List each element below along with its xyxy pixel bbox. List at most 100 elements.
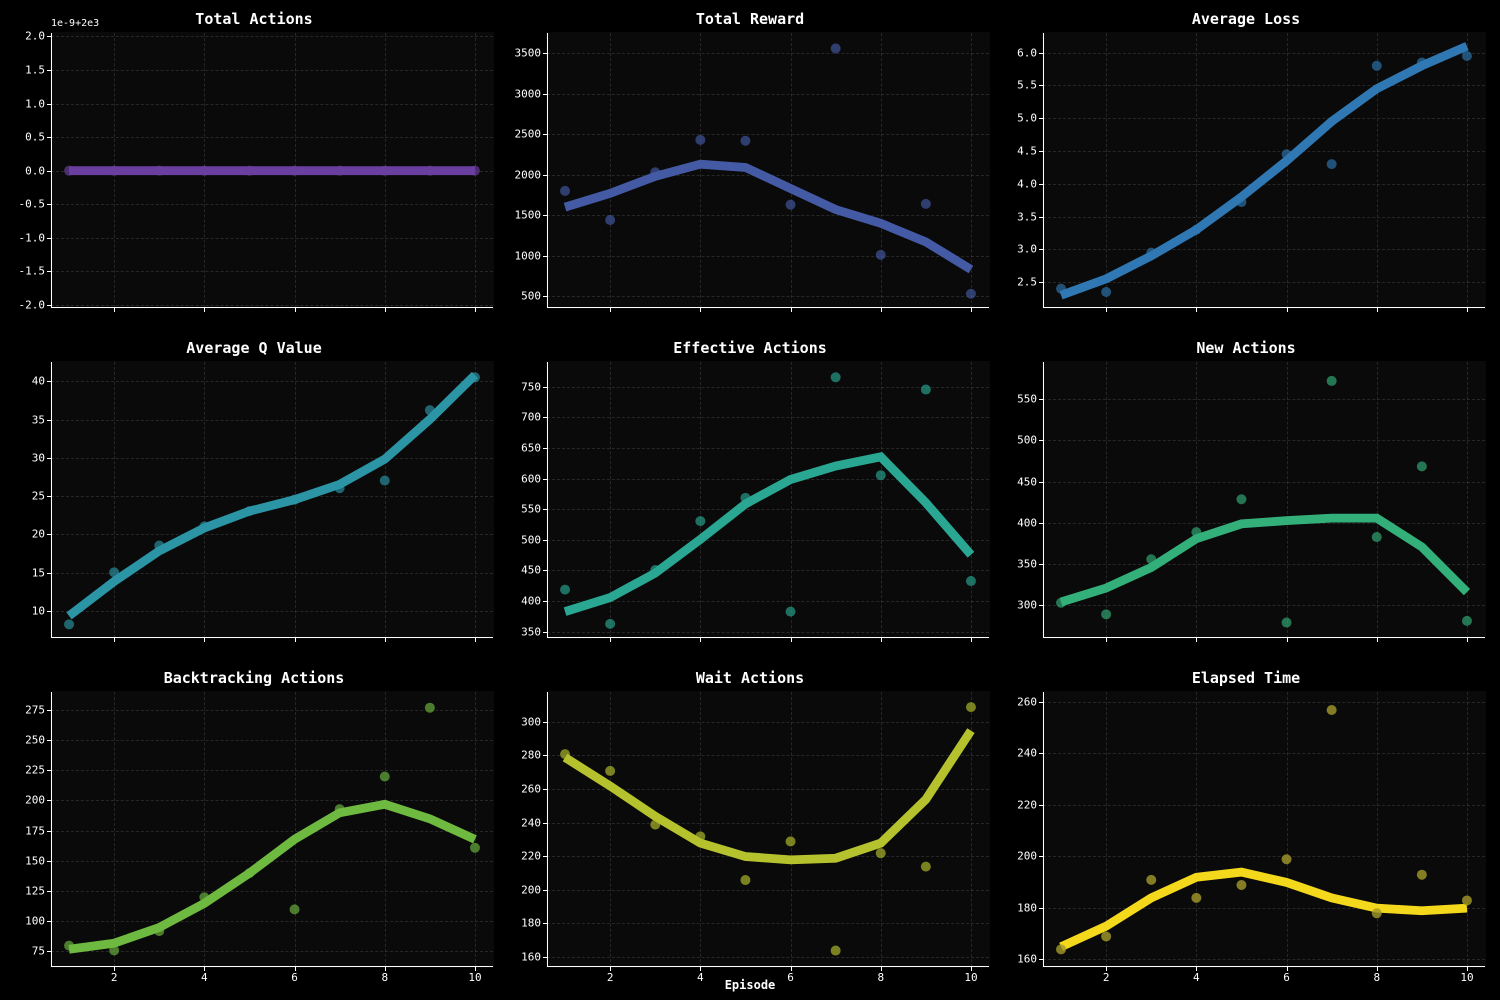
y-tick-label: 2.0 — [25, 30, 51, 43]
y-tick-label: 650 — [521, 441, 547, 454]
data-point — [154, 926, 164, 936]
chart-title: Wait Actions — [502, 665, 998, 691]
tickmark — [971, 308, 972, 312]
y-tick-label: 1500 — [515, 209, 548, 222]
data-point — [470, 166, 480, 176]
data-point — [1191, 225, 1201, 235]
plot-area: 2.53.03.54.04.55.05.56.0 — [1042, 32, 1486, 309]
chart-cell: Backtracking Actions24681075100125150175… — [6, 665, 502, 994]
data-point — [109, 945, 119, 955]
x-tick-label: 4 — [697, 967, 704, 984]
data-point — [695, 831, 705, 841]
y-tick-label: 1.0 — [25, 97, 51, 110]
chart-title: Effective Actions — [502, 335, 998, 361]
y-tick-label: -1.0 — [19, 231, 52, 244]
data-point — [109, 166, 119, 176]
chart-title: Elapsed Time — [998, 665, 1494, 691]
data-point — [740, 875, 750, 885]
data-point — [650, 167, 660, 177]
x-tick-label: 10 — [964, 967, 977, 984]
tickmark — [1377, 638, 1378, 642]
tickmark — [1106, 308, 1107, 312]
axis-spine — [547, 637, 989, 638]
x-tick-label: 2 — [607, 967, 614, 984]
x-tick-label: 2 — [111, 967, 118, 984]
axis-spine — [51, 637, 493, 638]
y-tick-label: 30 — [32, 451, 51, 464]
y-tick-label: -1.5 — [19, 265, 52, 278]
chart-cell: Wait Actions2468101601802002202402602803… — [502, 665, 998, 994]
data-point — [605, 766, 615, 776]
data-point — [1282, 854, 1292, 864]
y-tick-label: 4.5 — [1017, 144, 1043, 157]
y-tick-label: 400 — [521, 594, 547, 607]
chart-cell: Effective Actions35040045050055060065070… — [502, 335, 998, 664]
data-point — [1146, 555, 1156, 565]
scatter-layer — [547, 33, 989, 308]
scatter-layer — [547, 362, 989, 637]
data-point — [1462, 616, 1472, 626]
tickmark — [610, 638, 611, 642]
data-point — [1372, 61, 1382, 71]
scatter-layer — [1043, 33, 1485, 308]
y-tick-label: 150 — [25, 854, 51, 867]
data-point — [1101, 931, 1111, 941]
data-point — [786, 200, 796, 210]
y-tick-label: 700 — [521, 411, 547, 424]
axis-spine — [547, 692, 548, 967]
data-point — [1056, 944, 1066, 954]
y-tick-label: 3000 — [515, 87, 548, 100]
data-point — [831, 945, 841, 955]
x-tick-label: 8 — [877, 967, 884, 984]
data-point — [1372, 532, 1382, 542]
tickmark — [295, 308, 296, 312]
chart-cell: New Actions300350400450500550 — [998, 335, 1494, 664]
data-point — [1327, 376, 1337, 386]
data-point — [154, 166, 164, 176]
data-point — [1236, 880, 1246, 890]
y-tick-label: 275 — [25, 703, 51, 716]
chart-cell: Elapsed Time246810160180200220240260 — [998, 665, 1494, 994]
y-tick-label: 200 — [521, 883, 547, 896]
x-axis-label: Episode — [725, 978, 776, 992]
tickmark — [1106, 638, 1107, 642]
y-tick-label: 200 — [1017, 850, 1043, 863]
data-point — [921, 385, 931, 395]
chart-grid: Total Actions-2.0-1.5-1.0-0.50.00.51.01.… — [0, 0, 1500, 1000]
plot-wrap: 246810160180200220240260280300 — [502, 691, 998, 994]
y-tick-label: 0.0 — [25, 164, 51, 177]
x-tick-label: 8 — [1373, 967, 1380, 984]
plot-wrap: 24681075100125150175200225250275 — [6, 691, 502, 994]
tickmark — [114, 308, 115, 312]
y-tick-label: 240 — [521, 816, 547, 829]
y-tick-label: 750 — [521, 380, 547, 393]
x-tick-label: 2 — [1103, 967, 1110, 984]
data-point — [380, 771, 390, 781]
tickmark — [971, 638, 972, 642]
data-point — [335, 484, 345, 494]
data-point — [64, 166, 74, 176]
data-point — [1056, 598, 1066, 608]
chart-cell: Total Reward500100015002000250030003500 — [502, 6, 998, 335]
y-tick-label: 600 — [521, 472, 547, 485]
y-tick-label: 2500 — [515, 128, 548, 141]
tickmark — [1196, 638, 1197, 642]
tickmark — [1377, 308, 1378, 312]
data-point — [290, 495, 300, 505]
data-point — [650, 565, 660, 575]
y-tick-label: 350 — [521, 625, 547, 638]
tickmark — [791, 638, 792, 642]
data-point — [1327, 159, 1337, 169]
data-point — [290, 166, 300, 176]
y-tick-label: 450 — [521, 564, 547, 577]
y-tick-label: 450 — [1017, 475, 1043, 488]
x-tick-label: 10 — [468, 967, 481, 984]
data-point — [876, 250, 886, 260]
axis-spine — [51, 966, 493, 967]
chart-cell: Total Actions-2.0-1.5-1.0-0.50.00.51.01.… — [6, 6, 502, 335]
data-point — [605, 215, 615, 225]
data-point — [1236, 197, 1246, 207]
tickmark — [700, 308, 701, 312]
plot-wrap: -2.0-1.5-1.0-0.50.00.51.01.52.01e-9+2e3 — [6, 32, 502, 335]
data-point — [244, 868, 254, 878]
